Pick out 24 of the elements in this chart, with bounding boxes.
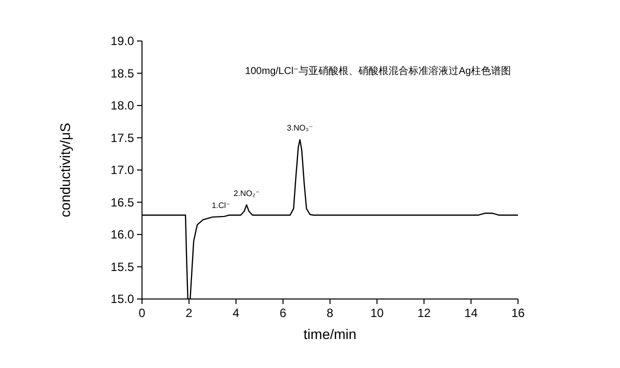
y-tick-label: 17.0 xyxy=(110,163,134,178)
y-tick-label: 18.5 xyxy=(110,66,134,80)
y-tick-label: 18.0 xyxy=(110,98,134,113)
annotation: 3.NO₃⁻ xyxy=(286,124,313,133)
x-tick-label: 12 xyxy=(417,306,431,320)
text: 100mg/LCl⁻与亚硝酸根、硝酸根混合标准溶液过Ag柱色谱图 xyxy=(245,65,511,77)
y-tick-label: 19.0 xyxy=(110,34,134,48)
annotation: 2.NO₂⁻ xyxy=(234,188,260,198)
x-tick-label: 16 xyxy=(511,306,525,320)
x-tick-label: 0 xyxy=(138,306,146,320)
y-tick-label: 15.5 xyxy=(110,260,134,274)
x-tick-label: 8 xyxy=(326,306,334,320)
y-axis-title: conductivity/μS xyxy=(57,122,73,218)
x-tick-label: 4 xyxy=(232,306,240,320)
y-tick-label: 16.0 xyxy=(110,228,134,242)
x-tick-label: 6 xyxy=(280,306,287,320)
x-axis-title: time/min xyxy=(304,326,356,342)
y-tick-label: 17.5 xyxy=(110,130,134,145)
y-tick-label: 15.0 xyxy=(110,292,134,306)
x-tick-label: 14 xyxy=(464,306,478,320)
y-tick-label: 16.5 xyxy=(110,195,134,210)
x-tick-label: 2 xyxy=(186,306,193,320)
annotation: 1.Cl⁻ xyxy=(212,201,230,210)
x-tick-label: 10 xyxy=(370,306,384,320)
